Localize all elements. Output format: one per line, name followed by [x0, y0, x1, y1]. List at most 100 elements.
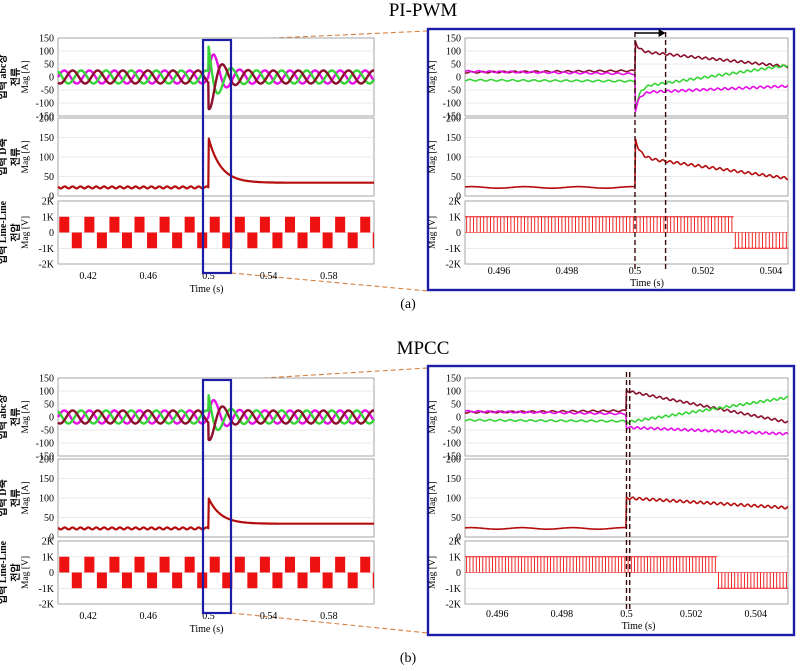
overview-vll-block: [234, 556, 245, 573]
overview-vll-panel-ytick: -1K: [38, 244, 54, 255]
overview-abc-panel-ytick: 150: [39, 34, 54, 45]
zoom-vll-panel-ytick: -2K: [445, 600, 461, 611]
overview-vll-block: [284, 556, 295, 573]
zoom-abc-panel-ytick: 0: [456, 413, 461, 424]
zoom-selection-box: [201, 378, 233, 615]
zoom-d-panel-ytick: 100: [446, 494, 461, 505]
overview-xlabel: Time (s): [190, 284, 224, 295]
overview-ylabel: Mag [A]: [21, 61, 31, 94]
overview-abc-panel-ytick: -50: [41, 86, 54, 97]
overview-vll-block: [322, 232, 333, 249]
overview-vll-block: [209, 216, 220, 233]
overview-vll-block: [222, 232, 233, 249]
overview-vll-block: [184, 556, 195, 573]
zoom-abc-series-1: [464, 64, 789, 111]
overview-vll-block: [222, 572, 233, 589]
zoom-abc-panel-ytick: 100: [446, 47, 461, 58]
zoom-d-panel-ytick: 0: [456, 533, 461, 544]
overview-vll-block: [322, 572, 333, 589]
overview-abc-series-1: [57, 45, 375, 95]
overview-korean-label: 입력 abc상: [0, 394, 9, 440]
overview-korean-label: 전류: [9, 408, 22, 426]
overview-vll-block: [109, 216, 120, 233]
overview-xtick: 0.42: [79, 271, 97, 282]
zoom-transition-arrowhead: [658, 29, 666, 37]
overview-xtick: 0.58: [320, 611, 338, 622]
overview-vll-block: [310, 556, 321, 573]
overview-vll-block: [96, 232, 107, 249]
zoom-vll-panel-ytick: -2K: [445, 260, 461, 271]
zoom-ylabel: Mag [A]: [428, 401, 438, 434]
zoom-xtick: 0.496: [486, 609, 509, 620]
overview-vll-block: [84, 216, 95, 233]
zoom-ylabel: Mag [V]: [428, 556, 438, 589]
overview-vll-panel-ytick: 2K: [42, 197, 55, 208]
overview-xtick: 0.46: [140, 271, 158, 282]
zoom-xlabel: Time (s): [622, 621, 656, 632]
zoom-vll-panel-ytick: -1K: [445, 244, 461, 255]
overview-d-panel-ytick: 150: [39, 474, 54, 485]
overview-korean-label: 입력 abc상: [0, 54, 9, 100]
overview-d-panel-ytick: 0: [49, 533, 54, 544]
overview-vll-block: [360, 216, 371, 233]
overview-ylabel: Mag [V]: [21, 556, 31, 589]
zoom-abc-panel-ytick: -150: [443, 112, 461, 123]
zoom-xtick: 0.502: [692, 266, 715, 277]
zoom-vll-panel-ytick: 1K: [449, 552, 462, 563]
zoom-abc-panel-ytick: -100: [443, 99, 461, 110]
overview-xtick: 0.58: [320, 271, 338, 282]
figure-caption: (a): [400, 297, 416, 312]
zoom-xtick: 0.496: [488, 266, 511, 277]
zoom-ylabel: Mag [A]: [428, 141, 438, 174]
overview-korean-label: 입력 D축: [0, 479, 9, 516]
overview-korean-label: 전류: [9, 148, 22, 166]
overview-vll-block: [172, 572, 183, 589]
zoom-xtick: 0.498: [556, 266, 579, 277]
zoom-ylabel: Mag [V]: [428, 216, 438, 249]
overview-vll-block: [59, 216, 70, 233]
zoom-abc-panel-ytick: 150: [446, 374, 461, 385]
overview-abc-panel-ytick: 50: [44, 60, 54, 71]
zoom-abc-panel-ytick: -50: [448, 426, 461, 437]
overview-ylabel: Mag [A]: [21, 401, 31, 434]
chart-title: MPCC: [397, 338, 450, 359]
overview-xlabel: Time (s): [190, 624, 224, 635]
overview-vll-panel-ytick: -1K: [38, 584, 54, 595]
overview-vll-block: [360, 556, 371, 573]
zoom-xtick: 0.498: [551, 609, 574, 620]
zoom-d-panel-ytick: 200: [446, 455, 461, 466]
overview-vll-block: [172, 232, 183, 249]
overview-vll-panel-ytick: 0: [49, 568, 54, 579]
overview-vll-block: [247, 232, 258, 249]
overview-xtick: 0.54: [260, 271, 278, 282]
overview-vll-block: [209, 556, 220, 573]
overview-xtick: 0.46: [140, 611, 158, 622]
overview-vll-panel-ytick: -2K: [38, 260, 54, 271]
overview-korean-label: 전압: [9, 223, 22, 242]
overview-vll-block: [159, 556, 170, 573]
overview-vll-block: [310, 216, 321, 233]
overview-abc-series-1: [57, 394, 375, 432]
overview-vll-panel-ytick: 0: [49, 228, 54, 239]
overview-vll-panel-ytick: -2K: [38, 600, 54, 611]
overview-korean-label: 입력 Line-Line: [0, 540, 9, 604]
overview-d-panel-ytick: 200: [39, 455, 54, 466]
overview-vll-block: [147, 572, 158, 589]
zoom-abc-panel-ytick: 100: [446, 387, 461, 398]
zoom-xlabel: Time (s): [630, 278, 664, 289]
overview-vll-block: [159, 216, 170, 233]
zoom-xtick: 0.5: [620, 609, 633, 620]
zoom-abc-panel-ytick: 50: [451, 400, 461, 411]
zoom-vll-panel-ytick: 2K: [449, 537, 462, 548]
overview-d-panel-ytick: 200: [39, 114, 54, 125]
overview-vll-block: [259, 556, 270, 573]
zoom-d-panel-ytick: 150: [446, 474, 461, 485]
overview-korean-label: 전류: [9, 489, 22, 507]
overview-vll-block: [272, 232, 283, 249]
overview-d-panel-ytick: 0: [49, 192, 54, 203]
zoom-leader-line: [230, 612, 429, 634]
zoom-d-panel-ytick: 0: [456, 192, 461, 203]
overview-vll-block: [297, 572, 308, 589]
overview-d-panel-ytick: 100: [39, 153, 54, 164]
